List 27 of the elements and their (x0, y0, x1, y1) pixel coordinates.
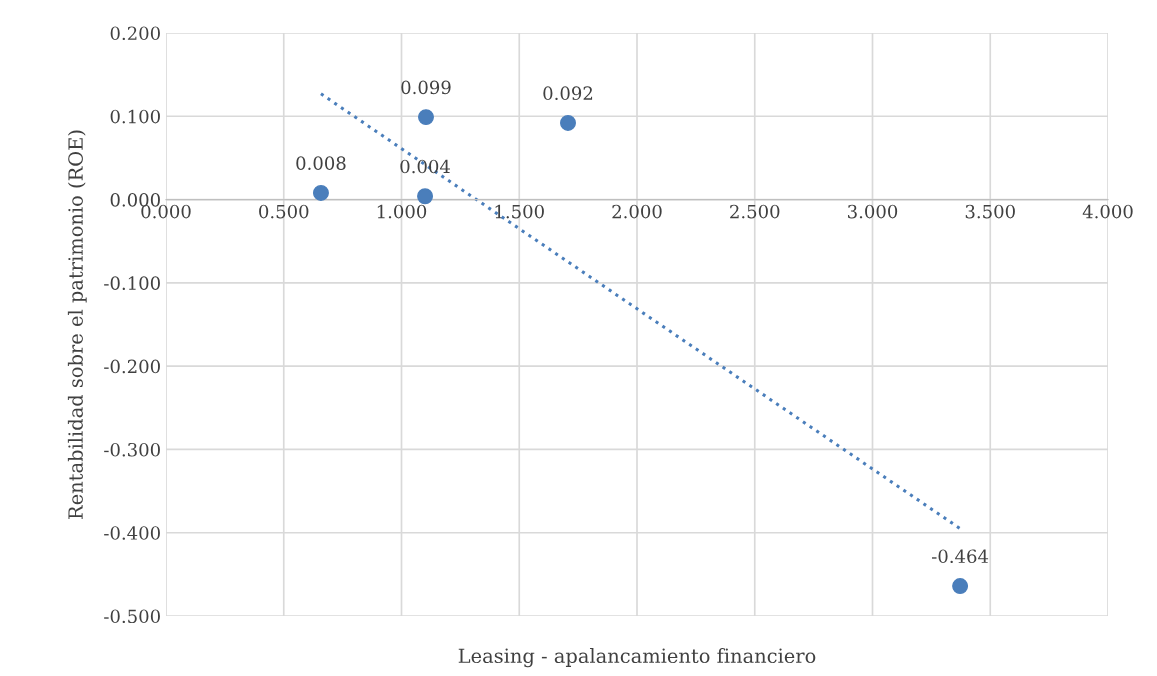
y-tick-label: -0.300 (104, 442, 160, 457)
x-tick-label: 2.000 (612, 204, 662, 219)
point (417, 188, 434, 205)
y-axis-title: Rentabilidad sobre el patrimonio (ROE) (67, 130, 87, 519)
x-tick-label: 1.500 (495, 204, 544, 219)
data-label: 0.008 (296, 156, 346, 170)
x-tick-label: 4.000 (1082, 204, 1133, 219)
data-label: -0.464 (932, 549, 989, 564)
y-tick-label: -0.200 (104, 359, 160, 374)
y-tick-label: 0.100 (110, 109, 160, 124)
y-tick-label: -0.100 (104, 276, 160, 290)
x-tick-label: 1.000 (377, 204, 427, 219)
point (952, 578, 969, 594)
x-tick-label: 3.500 (965, 204, 1015, 219)
y-tick-label: -0.500 (104, 609, 160, 624)
point (560, 114, 576, 131)
data-label: 0.092 (543, 86, 593, 101)
y-tick-label: 0.200 (110, 26, 160, 41)
point (312, 184, 329, 201)
x-tick-label: 2.500 (730, 204, 780, 219)
data-label: 0.099 (401, 80, 451, 95)
x-tick-label: 3.000 (848, 204, 898, 219)
x-tick-label: 0.500 (259, 204, 309, 219)
x-axis-title: Leasing - apalancamiento financiero (458, 648, 816, 668)
point (418, 109, 434, 126)
data-label: 0.004 (400, 159, 450, 174)
y-tick-label: -0.400 (104, 526, 160, 540)
